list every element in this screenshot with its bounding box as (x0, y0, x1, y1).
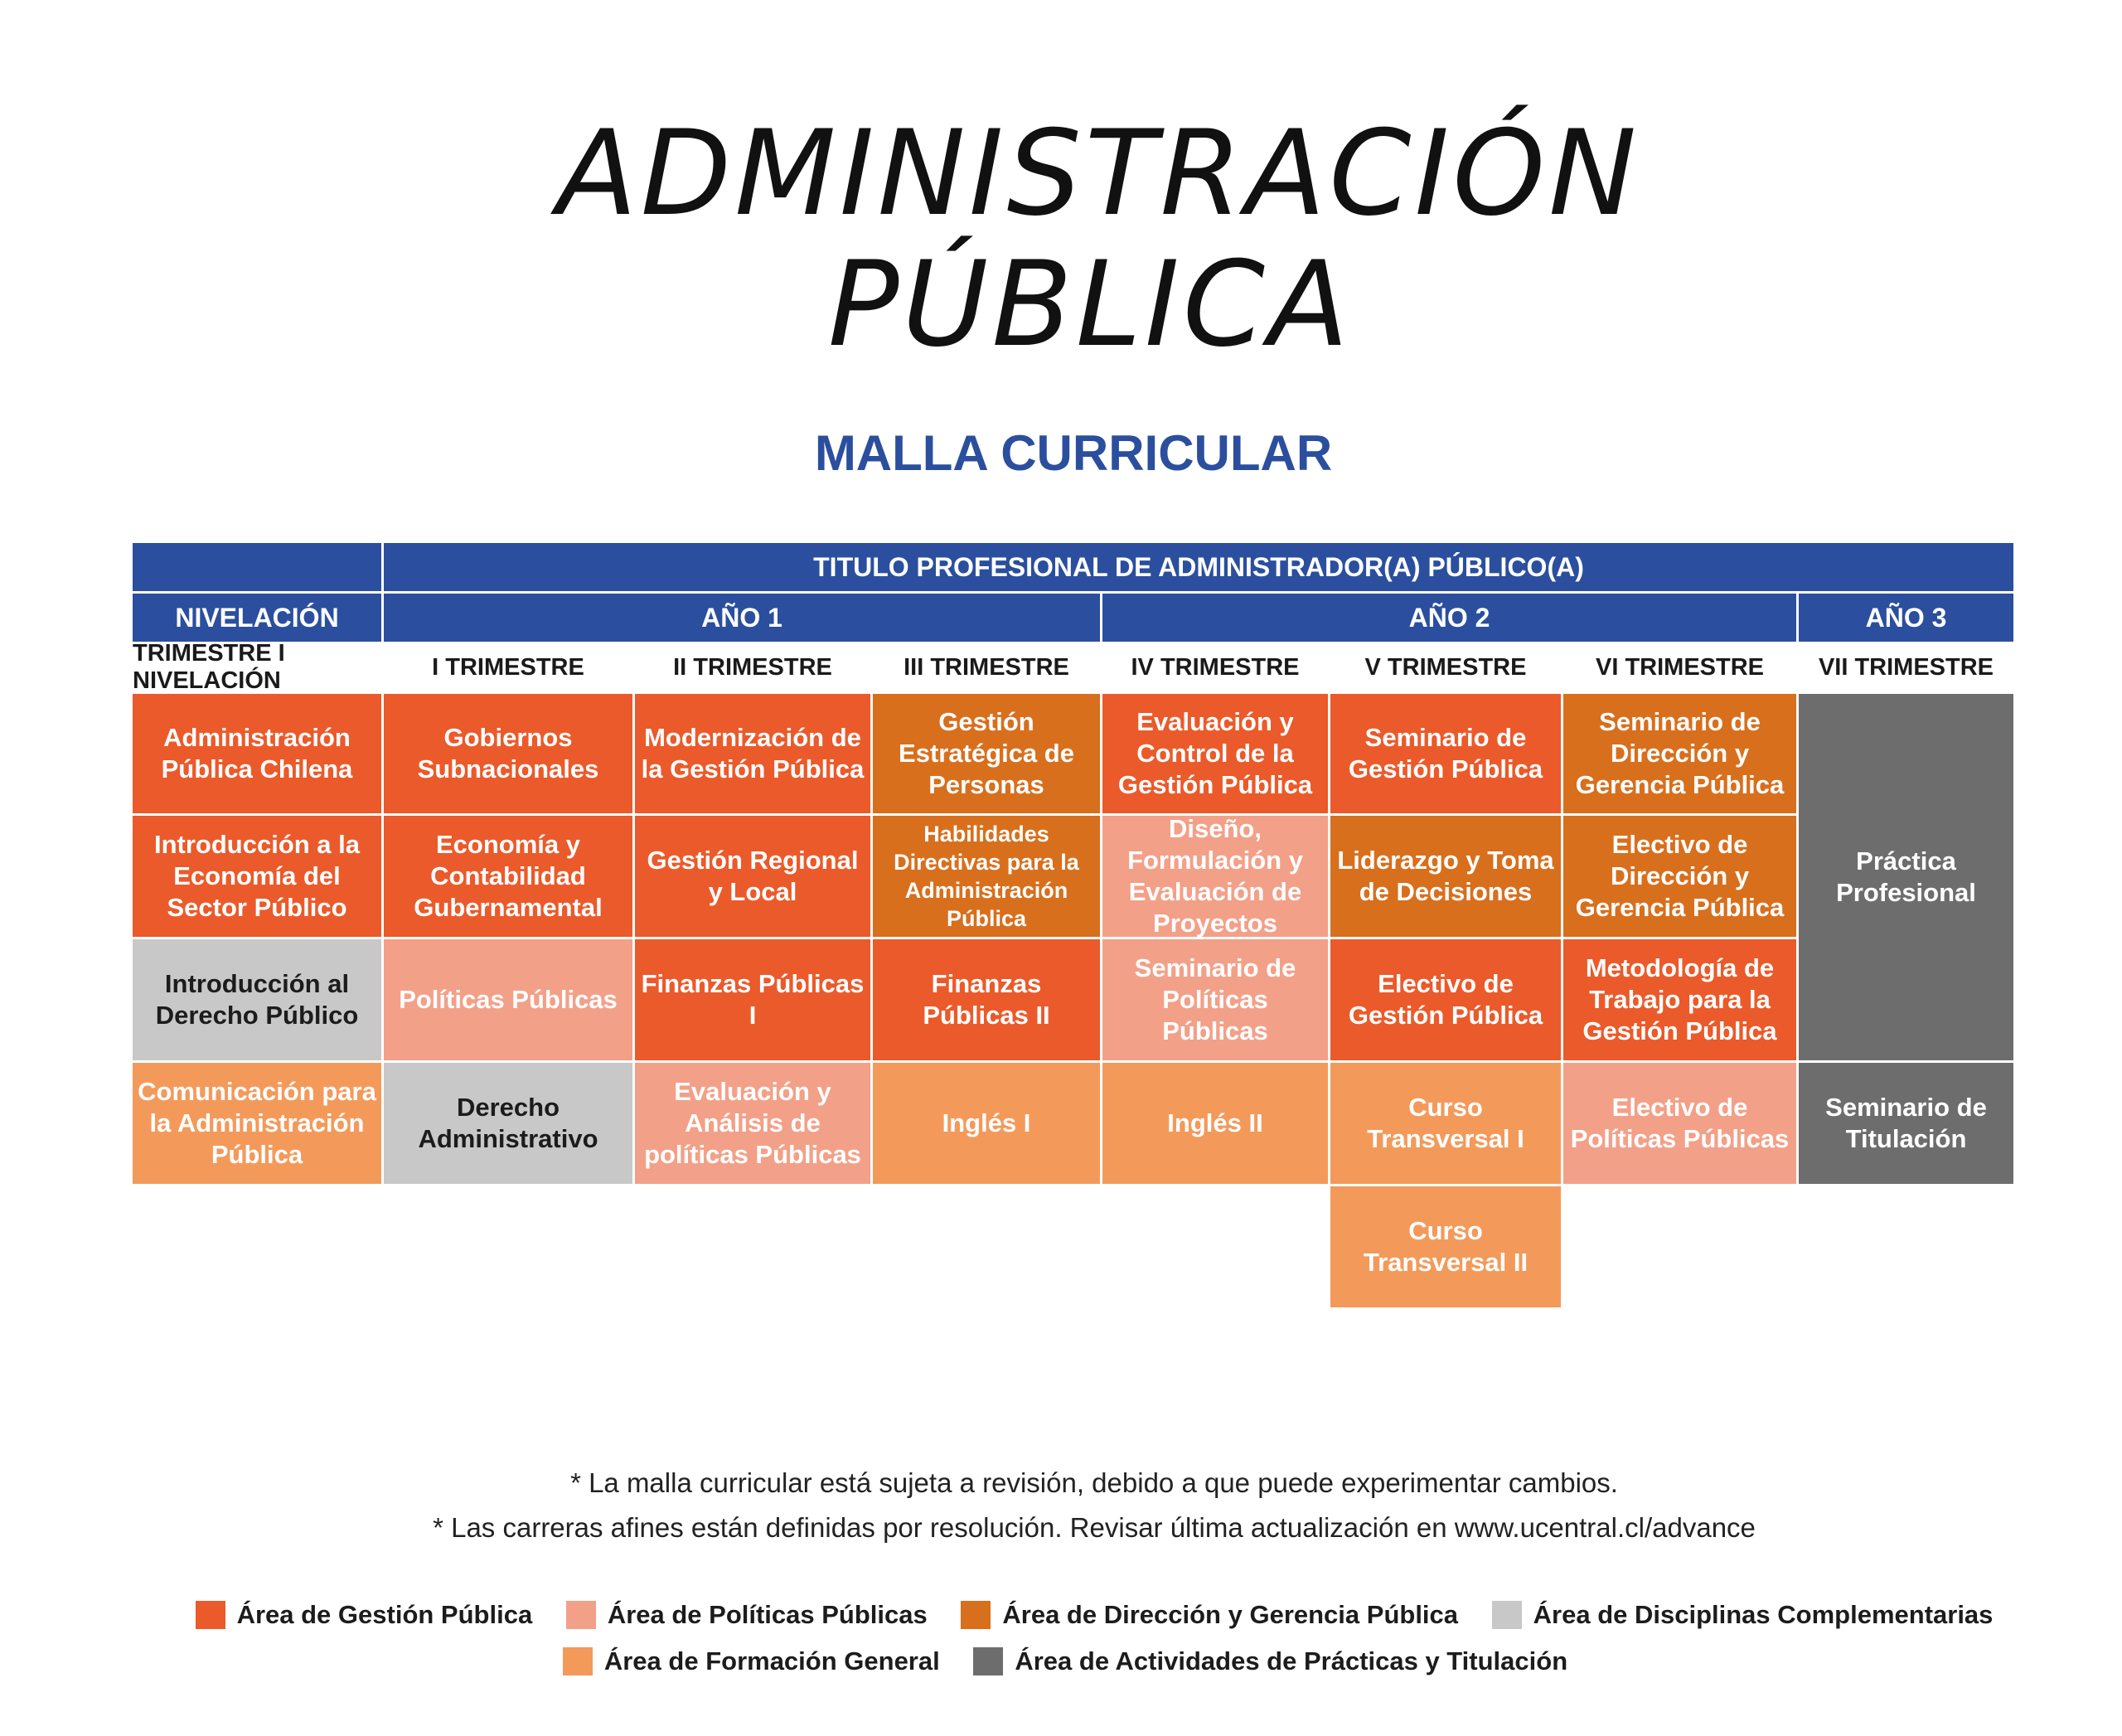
legend-label: Área de Políticas Públicas (607, 1600, 928, 1629)
legend-swatch (565, 1601, 596, 1629)
legend-label: Área de Gestión Pública (236, 1600, 533, 1629)
subtitle: MALLA CURRICULAR (814, 425, 1333, 481)
trimester-label: III TRIMESTRE (904, 653, 1069, 681)
legend-item: Área de Dirección y Gerencia Pública (961, 1600, 1458, 1630)
legend-item: Área de Actividades de Prácticas y Titul… (973, 1646, 1567, 1676)
header-blank (133, 543, 381, 591)
trimester-label: I TRIMESTRE (432, 653, 584, 681)
course-cell: Habilidades Directivas para la Administr… (873, 816, 1100, 937)
course-cell: Derecho Administrativo (384, 1063, 632, 1184)
course-cell: Comunicación para la Administración Públ… (133, 1063, 381, 1184)
legend-item: Área de Formación General (562, 1646, 940, 1676)
header-ano-2: AÑO 2 (1102, 594, 1796, 642)
course-cell: Seminario de Dirección y Gerencia Públic… (1563, 694, 1796, 813)
course-cell: Políticas Públicas (384, 939, 632, 1060)
footnote: * La malla curricular está sujeta a revi… (570, 1467, 1618, 1498)
course-cell: Economía y Contabilidad Gubernamental (384, 816, 632, 937)
trimester-label: V TRIMESTRE (1364, 653, 1527, 681)
course-cell: Curso Transversal I (1330, 1063, 1561, 1184)
course-cell: Evaluación y Análisis de políticas Públi… (635, 1063, 870, 1184)
course-cell: Seminario de Políticas Públicas (1102, 939, 1328, 1060)
course-cell: Electivo de Dirección y Gerencia Pública (1563, 816, 1796, 937)
legend-swatch (195, 1601, 225, 1629)
legend-label: Área de Formación General (603, 1646, 940, 1675)
course-cell: Seminario de Gestión Pública (1330, 694, 1561, 813)
course-cell: Gestión Regional y Local (635, 816, 870, 937)
course-cell: Práctica Profesional (1799, 694, 2013, 1060)
legend-swatch (562, 1647, 593, 1675)
course-cell: Inglés II (1102, 1063, 1328, 1184)
legend-row-1: Área de Gestión Pública Área de Política… (0, 1600, 2122, 1636)
header-ano-1: AÑO 1 (384, 594, 1100, 642)
course-cell: Electivo de Gestión Pública (1330, 939, 1561, 1060)
legend-swatch (961, 1601, 991, 1629)
course-cell: Introducción a la Economía del Sector Pú… (133, 816, 381, 937)
legend-item: Área de Gestión Pública (195, 1600, 533, 1630)
trimester-label: II TRIMESTRE (673, 653, 832, 681)
trimester-label: TRIMESTRE I NIVELACIÓN (133, 640, 285, 694)
course-cell: Administración Pública Chilena (133, 694, 381, 813)
footnotes: * La malla curricular está sujeta a revi… (0, 1461, 2122, 1550)
trimester-label: IV TRIMESTRE (1131, 653, 1300, 681)
title-line-2: PÚBLICA (827, 236, 1353, 373)
legend-row-2: Área de Formación General Área de Activi… (0, 1646, 2122, 1682)
course-cell: Gestión Estratégica de Personas (873, 694, 1100, 813)
legend-item: Área de Políticas Públicas (565, 1600, 928, 1630)
course-cell: Electivo de Políticas Públicas (1563, 1063, 1796, 1184)
footnote: * Las carreras afines están definidas po… (433, 1512, 1756, 1543)
title-line-1: ADMINISTRACIÓN (556, 105, 1640, 242)
course-cell: Curso Transversal II (1330, 1186, 1561, 1307)
course-cell: Modernización de la Gestión Pública (635, 694, 870, 813)
course-cell: Seminario de Titulación (1799, 1063, 2013, 1184)
course-cell: Metodología de Trabajo para la Gestión P… (1563, 939, 1796, 1060)
legend-item: Área de Disciplinas Complementarias (1491, 1600, 1994, 1630)
trimester-label: VII TRIMESTRE (1818, 653, 1994, 681)
course-cell: Gobiernos Subnacionales (384, 694, 632, 813)
legend-label: Área de Actividades de Prácticas y Titul… (1015, 1646, 1568, 1675)
course-cell: Inglés I (873, 1063, 1100, 1184)
header-nivelacion: NIVELACIÓN (133, 594, 381, 642)
header-titulo: TITULO PROFESIONAL DE ADMINISTRADOR(A) P… (384, 543, 2013, 591)
course-cell: Liderazgo y Toma de Decisiones (1330, 816, 1561, 937)
course-cell: Evaluación y Control de la Gestión Públi… (1102, 694, 1328, 813)
legend-label: Área de Dirección y Gerencia Pública (1002, 1600, 1459, 1629)
course-cell: Introducción al Derecho Público (133, 939, 381, 1060)
course-cell: Finanzas Públicas I (635, 939, 870, 1060)
header-ano-3: AÑO 3 (1799, 594, 2013, 642)
legend-swatch (973, 1647, 1004, 1675)
trimester-label: VI TRIMESTRE (1595, 653, 1764, 681)
course-cell: Diseño, Formulación y Evaluación de Proy… (1102, 814, 1328, 938)
legend-swatch (1491, 1601, 1522, 1629)
legend-label: Área de Disciplinas Complementarias (1533, 1600, 1994, 1629)
course-cell: Finanzas Públicas II (873, 939, 1100, 1060)
